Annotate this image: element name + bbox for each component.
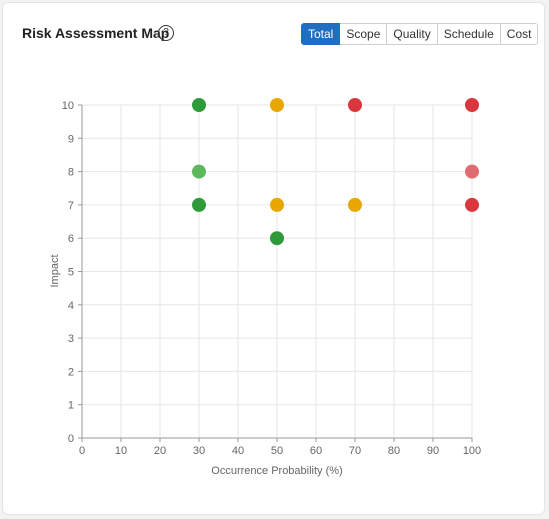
- x-axis-label: Occurrence Probability (%): [211, 465, 342, 477]
- x-tick-label: 10: [115, 445, 127, 457]
- category-tabs: Total Scope Quality Schedule Cost: [301, 23, 539, 45]
- x-tick-label: 60: [310, 445, 322, 457]
- tab-schedule[interactable]: Schedule: [437, 23, 501, 45]
- x-tick-label: 20: [154, 445, 166, 457]
- x-tick-label: 40: [232, 445, 244, 457]
- y-tick-label: 7: [68, 200, 74, 212]
- risk-point[interactable]: [192, 164, 206, 179]
- x-tick-label: 70: [349, 445, 361, 457]
- y-tick-label: 0: [68, 433, 74, 445]
- risk-point[interactable]: [270, 98, 284, 112]
- risk-point[interactable]: [465, 98, 479, 112]
- risk-card: Risk Assessment Map ? Total Scope Qualit…: [2, 2, 545, 515]
- tab-scope[interactable]: Scope: [340, 23, 388, 45]
- tab-quality[interactable]: Quality: [387, 23, 438, 45]
- risk-point[interactable]: [270, 231, 284, 246]
- tick-labels: 0 10 20 30 40 50 60 70 80 90 100 0 1 2 3 4 5 6 7 8 9 10: [62, 100, 481, 457]
- y-tick-label: 9: [68, 133, 74, 145]
- y-axis-label: Impact: [49, 254, 61, 287]
- y-tick-label: 10: [62, 100, 74, 112]
- y-tick-label: 3: [68, 333, 74, 345]
- tab-cost[interactable]: Cost: [500, 23, 539, 45]
- risk-point[interactable]: [465, 164, 479, 179]
- risk-point[interactable]: [270, 197, 284, 212]
- x-tick-label: 90: [427, 445, 439, 457]
- x-tick-label: 0: [79, 445, 85, 457]
- page-title: Risk Assessment Map: [22, 25, 170, 41]
- risk-point[interactable]: [465, 197, 479, 212]
- axes: [78, 104, 473, 442]
- grid-lines: [82, 104, 473, 438]
- risk-point[interactable]: [192, 197, 206, 212]
- tab-total[interactable]: Total: [301, 23, 341, 45]
- x-tick-label: 100: [463, 445, 481, 457]
- help-icon[interactable]: ?: [158, 25, 174, 41]
- y-tick-label: 4: [68, 300, 74, 312]
- y-tick-label: 8: [68, 167, 74, 179]
- data-points: [192, 98, 479, 246]
- y-tick-label: 2: [68, 366, 74, 378]
- y-tick-label: 1: [68, 400, 74, 412]
- risk-point[interactable]: [348, 98, 362, 112]
- x-tick-label: 30: [193, 445, 205, 457]
- y-tick-label: 6: [68, 233, 74, 245]
- risk-point[interactable]: [348, 197, 362, 212]
- risk-point[interactable]: [192, 98, 206, 112]
- x-tick-label: 50: [271, 445, 283, 457]
- y-tick-label: 5: [68, 267, 74, 279]
- x-tick-label: 80: [388, 445, 400, 457]
